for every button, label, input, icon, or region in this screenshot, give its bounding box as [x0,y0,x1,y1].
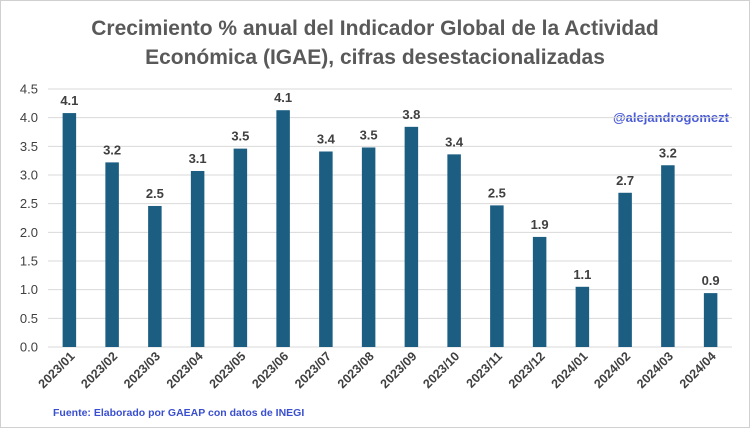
data-labels: 4.1 3.2 2.5 3.1 3.5 4.1 3.4 3.5 3.8 3.4 2.5 1.9 1.1 2… [60,90,719,288]
y-tick-label: 1.0 [20,282,38,297]
data-label: 3.4 [445,134,464,149]
data-label: 3.4 [317,131,336,146]
data-label: 1.9 [531,217,549,232]
bar [404,126,419,347]
y-tick-label: 4.0 [20,110,38,125]
y-tick-label: 0.0 [20,340,38,355]
bar [361,147,376,347]
x-tick-label: 2023/10 [420,349,462,391]
y-tick-label: 3.5 [20,139,38,154]
data-label: 2.7 [616,173,634,188]
bar [276,110,290,347]
chart-title-line-1: Crecimiento % anual del Indicador Global… [91,17,659,40]
data-label: 3.2 [103,142,121,157]
bar [703,293,718,347]
bar [190,170,205,347]
y-axis-ticks: 0.0 0.5 1.0 1.5 2.0 2.5 3.0 3.5 4.0 4.5 [20,82,38,355]
bar [62,113,77,347]
x-tick-label: 2023/12 [506,349,548,391]
y-tick-label: 4.5 [20,82,38,97]
bar [447,154,461,347]
bar [233,148,248,347]
y-tick-label: 1.5 [20,254,38,269]
data-label: 1.1 [573,267,591,282]
x-tick-label: 2023/01 [36,349,78,391]
data-label: 3.5 [360,127,378,142]
bar [105,162,119,347]
bar [490,205,504,347]
data-label: 4.1 [274,90,292,105]
x-tick-label: 2023/08 [335,349,377,391]
bar [575,286,590,347]
gridlines [48,88,732,348]
data-label: 0.9 [702,273,720,288]
x-tick-label: 2023/03 [121,349,163,391]
x-tick-label: 2023/04 [164,349,206,391]
x-tick-label: 2023/09 [378,349,420,391]
y-tick-label: 2.5 [20,196,38,211]
data-label: 4.1 [60,93,78,108]
source-note: Fuente: Elaborado por GAEAP con datos de… [53,407,305,419]
x-tick-label: 2023/06 [249,349,291,391]
bars [62,110,718,347]
x-tick-label: 2023/02 [78,349,120,391]
data-label: 2.5 [488,185,506,200]
data-label: 3.2 [659,145,677,160]
x-tick-label: 2023/07 [292,349,334,391]
y-tick-label: 0.5 [20,311,38,326]
bar [618,192,632,347]
bar [148,205,162,347]
chart-title-line-2: Económica (IGAE), cifras desestacionaliz… [145,46,605,69]
bar [661,165,675,347]
x-tick-label: 2024/03 [634,349,676,391]
bar [319,151,333,347]
data-label: 3.1 [189,151,207,166]
data-label: 3.5 [231,129,249,144]
x-tick-label: 2024/02 [591,349,633,391]
bar [532,236,547,347]
y-tick-label: 2.0 [20,225,38,240]
x-axis-ticks: 2023/01 2023/02 2023/03 2023/04 2023/05 2023/… [36,349,719,391]
x-tick-label: 2023/11 [464,349,505,390]
y-tick-label: 3.0 [20,168,38,183]
data-label: 2.5 [146,186,164,201]
x-tick-label: 2024/04 [677,349,719,391]
x-tick-label: 2023/05 [207,349,249,391]
x-tick-label: 2024/01 [549,349,591,391]
data-label: 3.8 [402,107,420,122]
